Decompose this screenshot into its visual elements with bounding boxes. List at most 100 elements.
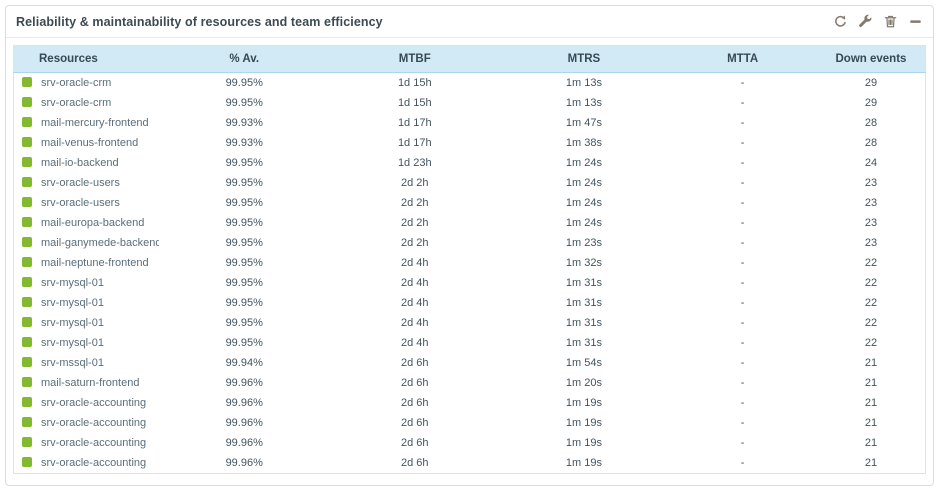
resource-cell: srv-mysql-01 xyxy=(14,333,159,353)
availability-cell: 99.96% xyxy=(225,437,263,449)
mtbf-cell: 2d 2h xyxy=(401,177,429,189)
resource-name[interactable]: mail-saturn-frontend xyxy=(41,377,140,389)
resource-name[interactable]: srv-oracle-accounting xyxy=(41,457,147,469)
down-events-cell: 22 xyxy=(864,297,878,309)
mtbf-cell: 2d 4h xyxy=(401,297,429,309)
down-events-cell: 21 xyxy=(864,437,878,449)
availability-cell: 99.96% xyxy=(225,457,263,469)
down-events-cell: 23 xyxy=(864,177,878,189)
table-row: mail-europa-backend 99.95% 2d 2h 1m 24s - 23 xyxy=(14,213,926,233)
status-square-icon xyxy=(22,237,32,247)
resource-cell: mail-ganymede-backend xyxy=(14,233,159,253)
status-square-icon xyxy=(22,377,32,387)
resource-name[interactable]: mail-europa-backend xyxy=(41,217,145,229)
availability-cell: 99.95% xyxy=(225,97,263,109)
resource-cell: mail-neptune-frontend xyxy=(14,253,159,273)
status-square-icon xyxy=(22,157,32,167)
down-events-cell: 29 xyxy=(864,77,878,89)
status-square-icon xyxy=(22,317,32,327)
availability-cell: 99.95% xyxy=(225,217,263,229)
availability-cell: 99.94% xyxy=(225,357,263,369)
mtrs-cell: 1m 31s xyxy=(565,297,602,309)
table-row: srv-mysql-01 99.95% 2d 4h 1m 31s - 22 xyxy=(14,273,926,293)
mtrs-cell: 1m 19s xyxy=(565,417,602,429)
mtbf-cell: 2d 6h xyxy=(401,457,429,469)
table-row: srv-oracle-accounting 99.96% 2d 6h 1m 19s - 2… xyxy=(14,433,926,453)
availability-cell: 99.93% xyxy=(225,137,263,149)
mtrs-cell: 1m 32s xyxy=(565,257,602,269)
resource-name[interactable]: srv-oracle-crm xyxy=(41,77,112,89)
mtta-cell: - xyxy=(740,77,745,89)
mtbf-cell: 1d 23h xyxy=(397,157,432,169)
table-row: srv-oracle-accounting 99.96% 2d 6h 1m 19s - 2… xyxy=(14,413,926,433)
resource-name[interactable]: srv-oracle-crm xyxy=(41,97,112,109)
status-square-icon xyxy=(22,437,32,447)
resource-cell: mail-europa-backend xyxy=(14,213,159,233)
resource-name[interactable]: srv-mssql-01 xyxy=(41,357,104,369)
mtrs-cell: 1m 23s xyxy=(565,237,602,249)
mtta-cell: - xyxy=(740,297,745,309)
widget-body: Resources% Av. MTBF MTRS MTTA Down events sr… xyxy=(6,38,933,488)
mtta-cell: - xyxy=(740,237,745,249)
mtta-cell: - xyxy=(740,417,745,429)
resource-name[interactable]: mail-ganymede-backend xyxy=(41,237,159,249)
report-widget-panel: Reliability & maintainability of resourc… xyxy=(5,5,934,486)
reliability-table: Resources% Av. MTBF MTRS MTTA Down events sr… xyxy=(13,45,926,474)
availability-cell: 99.93% xyxy=(225,117,263,129)
trash-icon[interactable] xyxy=(882,14,898,30)
mtbf-cell: 1d 15h xyxy=(397,77,432,89)
wrench-icon[interactable] xyxy=(857,14,873,30)
down-events-cell: 28 xyxy=(864,137,878,149)
column-header-resources: Resources xyxy=(13,45,159,73)
resource-name[interactable]: mail-mercury-frontend xyxy=(41,117,149,129)
widget-header: Reliability & maintainability of resourc… xyxy=(6,6,933,38)
resource-cell: srv-oracle-users xyxy=(14,193,159,213)
mtta-cell: - xyxy=(740,437,745,449)
status-square-icon xyxy=(22,297,32,307)
resource-name[interactable]: srv-mysql-01 xyxy=(41,277,104,289)
availability-cell: 99.95% xyxy=(225,237,263,249)
resource-name[interactable]: mail-venus-frontend xyxy=(41,137,139,149)
resource-name[interactable]: srv-oracle-accounting xyxy=(41,437,147,449)
mtbf-cell: 1d 17h xyxy=(397,137,432,149)
down-events-cell: 28 xyxy=(864,117,878,129)
down-events-cell: 22 xyxy=(864,337,878,349)
table-row: srv-mysql-01 99.95% 2d 4h 1m 31s - 22 xyxy=(14,333,926,353)
resource-name[interactable]: srv-mysql-01 xyxy=(41,317,104,329)
table-row: mail-ganymede-backend 99.95% 2d 2h 1m 23s - 2… xyxy=(14,233,926,253)
availability-cell: 99.96% xyxy=(225,377,263,389)
table-body: srv-oracle-crm 99.95% 1d 15h 1m 13s - 29 srv-o… xyxy=(14,73,926,474)
mtta-cell: - xyxy=(740,277,745,289)
resource-name[interactable]: srv-oracle-accounting xyxy=(41,397,147,409)
minimize-icon[interactable] xyxy=(907,14,923,30)
resource-cell: srv-oracle-crm xyxy=(14,73,159,94)
availability-cell: 99.95% xyxy=(225,317,263,329)
resource-name[interactable]: mail-neptune-frontend xyxy=(41,257,149,269)
down-events-cell: 23 xyxy=(864,197,878,209)
resource-name[interactable]: srv-oracle-accounting xyxy=(41,417,147,429)
mtrs-cell: 1m 24s xyxy=(565,217,602,229)
mtta-cell: - xyxy=(740,177,745,189)
resource-name[interactable]: mail-io-backend xyxy=(41,157,119,169)
down-events-cell: 21 xyxy=(864,417,878,429)
mtta-cell: - xyxy=(740,457,745,469)
resource-name[interactable]: srv-mysql-01 xyxy=(41,337,104,349)
mtrs-cell: 1m 24s xyxy=(565,177,602,189)
down-events-cell: 21 xyxy=(864,397,878,409)
mtbf-cell: 2d 2h xyxy=(401,237,429,249)
refresh-icon[interactable] xyxy=(832,14,848,30)
resource-name[interactable]: srv-oracle-users xyxy=(41,177,120,189)
resource-name[interactable]: srv-oracle-users xyxy=(41,197,120,209)
mtrs-cell: 1m 13s xyxy=(565,97,602,109)
table-row: srv-mysql-01 99.95% 2d 4h 1m 31s - 22 xyxy=(14,313,926,333)
down-events-cell: 21 xyxy=(864,357,878,369)
table-row: srv-oracle-accounting 99.96% 2d 6h 1m 19s - 2… xyxy=(14,393,926,413)
status-square-icon xyxy=(22,177,32,187)
resource-name[interactable]: srv-mysql-01 xyxy=(41,297,104,309)
availability-cell: 99.95% xyxy=(225,157,263,169)
mtta-cell: - xyxy=(740,197,745,209)
mtrs-cell: 1m 31s xyxy=(565,337,602,349)
status-square-icon xyxy=(22,97,32,107)
resource-cell: mail-saturn-frontend xyxy=(14,373,159,393)
down-events-cell: 21 xyxy=(864,377,878,389)
